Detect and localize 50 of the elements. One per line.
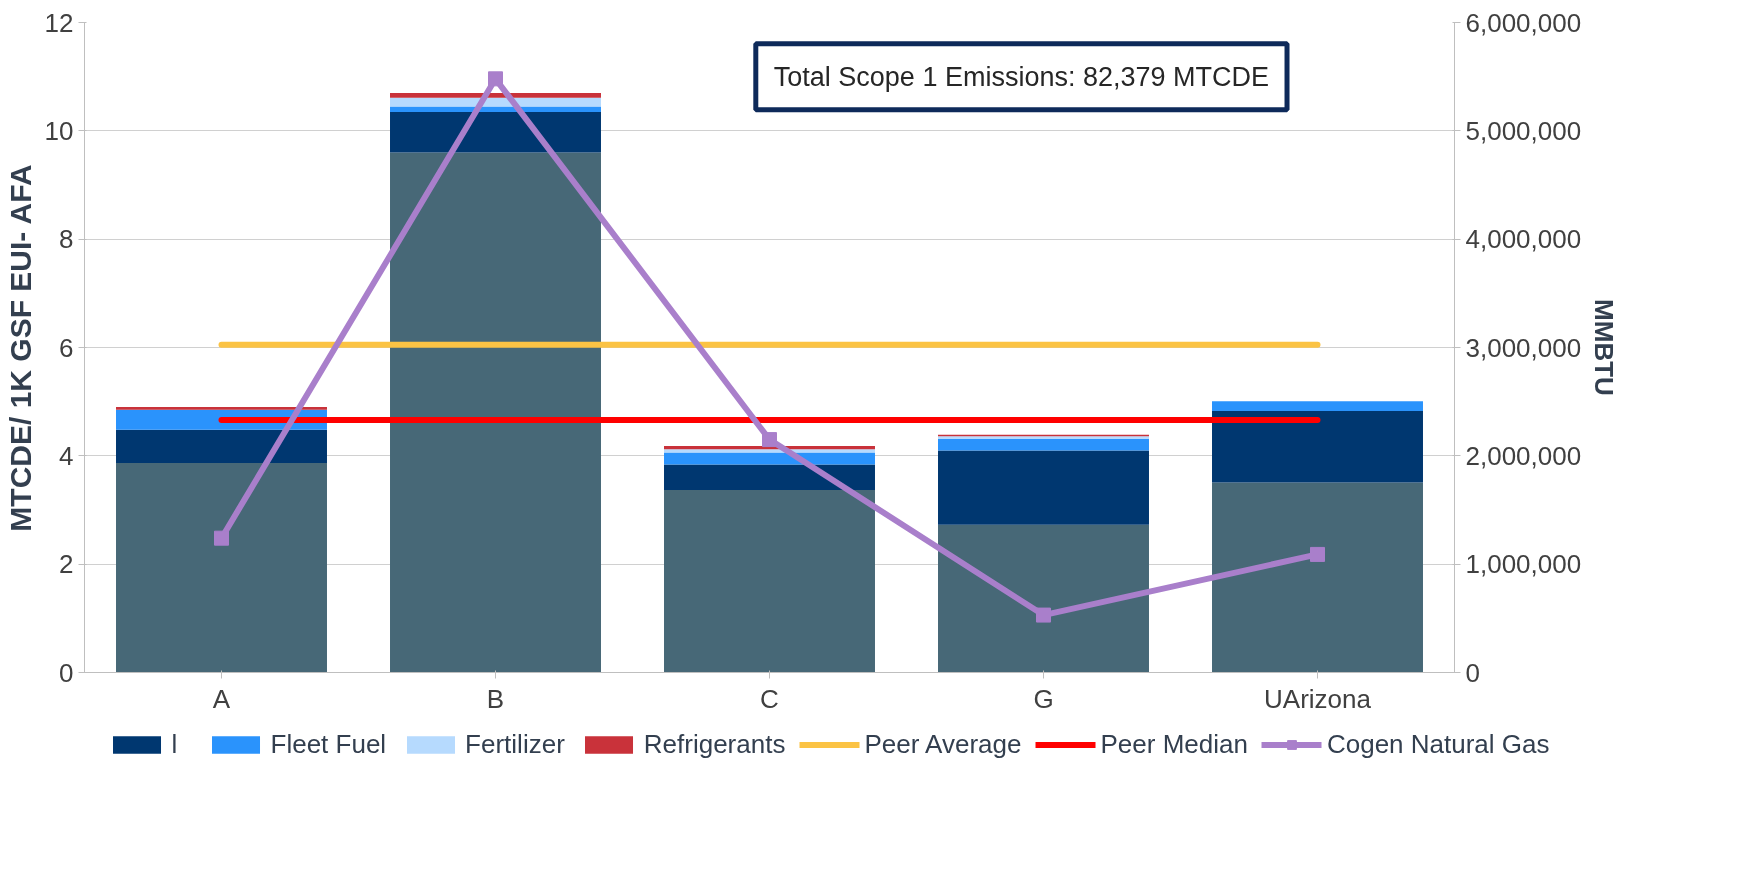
point [1036, 607, 1051, 623]
legend-label: Refrigerants [643, 728, 786, 760]
x-tick-label: B [486, 683, 505, 714]
legend-label: Fleet Fuel [270, 728, 387, 760]
bar [1212, 410, 1423, 483]
y-tick-label: 2 [59, 549, 74, 580]
y-tick-label: 8 [59, 224, 74, 255]
x-tick-label: C [760, 683, 779, 714]
y2-tick-label: 5,000,000 [1465, 115, 1582, 146]
point [1310, 546, 1325, 562]
legend-label: Peer Median [1100, 728, 1248, 760]
y-tick-label: 4 [59, 440, 74, 471]
y2-tick-label: 2,000,000 [1465, 440, 1582, 471]
legend-label: Peer Average [864, 728, 1022, 760]
bar [116, 429, 327, 463]
y-tick-label: 12 [44, 7, 74, 38]
bar [664, 489, 875, 673]
point [488, 71, 503, 87]
point [214, 530, 229, 546]
y-tick-label: 0 [59, 657, 74, 688]
bar [390, 92, 601, 98]
bar [116, 407, 327, 410]
y2-tick-label: 3,000,000 [1465, 332, 1582, 363]
y2-tick-label: 0 [1465, 657, 1480, 688]
y-axis-title: MTCDE/ 1K GSF EUI- AFA [3, 164, 37, 532]
y-tick-label: 10 [44, 115, 74, 146]
bar [664, 464, 875, 490]
x-tick-label: UArizona [1264, 683, 1372, 714]
bar [664, 452, 875, 465]
y2-tick-label: 1,000,000 [1465, 549, 1582, 580]
y2-tick-label: 6,000,000 [1465, 7, 1582, 38]
x-tick-label: G [1033, 683, 1054, 714]
bar [390, 111, 601, 153]
y2-axis-title: MMBTU [1589, 299, 1620, 396]
bar [938, 524, 1149, 673]
point [762, 432, 777, 448]
bar [938, 450, 1149, 525]
legend-label: l [171, 728, 179, 760]
bar [390, 106, 601, 112]
bar [116, 462, 327, 673]
bar [390, 152, 601, 673]
y2-tick-label: 4,000,000 [1465, 224, 1582, 255]
y-tick-label: 6 [59, 332, 74, 363]
bar [1212, 401, 1423, 411]
legend-label: Cogen Natural Gas [1326, 728, 1550, 760]
x-tick-label: A [212, 683, 231, 714]
bar [938, 439, 1149, 451]
bar [1212, 482, 1423, 673]
legend-label: Fertilizer [465, 728, 565, 760]
annotation: Total Scope 1 Emissions: 82,379 MTCDE [773, 61, 1270, 92]
